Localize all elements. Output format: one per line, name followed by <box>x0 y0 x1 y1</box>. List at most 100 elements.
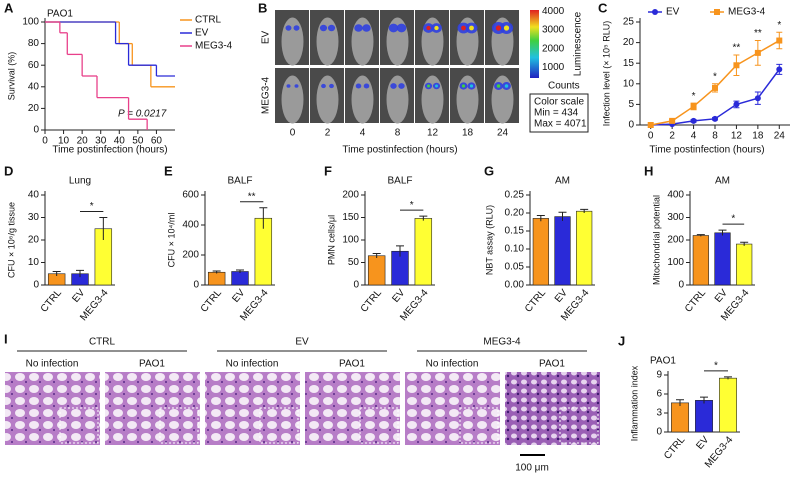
marker <box>669 117 676 124</box>
condition-label: PAO1 <box>539 359 565 370</box>
error-bar <box>740 241 749 246</box>
y-tick-label: 0 <box>33 125 39 136</box>
scale-box-text: Min = 434 <box>534 108 579 119</box>
y-tick-label: 200 <box>667 235 684 246</box>
signal-hot <box>426 25 431 31</box>
y-tick-label: 20 <box>623 37 635 48</box>
y-axis-label: CFU × 10⁴/ml <box>166 213 176 268</box>
mouse-body <box>281 75 304 124</box>
x-axis-label: Time postinfection (hours) <box>342 145 457 156</box>
signal <box>286 84 291 88</box>
marker <box>690 117 697 124</box>
marker <box>733 62 740 69</box>
y-tick-label: 25 <box>623 17 635 28</box>
marker <box>712 115 718 122</box>
x-tick-label: 0 <box>42 136 48 147</box>
condition-label: No infection <box>426 359 479 370</box>
marker <box>712 84 718 91</box>
y-axis-label: Mitochondrial potential <box>651 195 661 285</box>
error-bar <box>580 208 589 213</box>
colorbar-tick-label: 1000 <box>542 62 565 73</box>
x-tick-label: 18 <box>752 131 764 142</box>
signal-hot <box>503 25 510 31</box>
bar <box>554 216 571 286</box>
error-bar <box>536 215 545 222</box>
x-tick-label: EV <box>713 287 730 305</box>
inset <box>559 407 599 444</box>
error-bar <box>558 211 567 221</box>
x-tick-label: 12 <box>731 131 743 142</box>
error-bar <box>76 269 84 278</box>
annotation: P = 0.0217 <box>118 109 167 120</box>
x-tick-label: 8 <box>395 128 401 139</box>
signal-hot <box>496 84 501 88</box>
mouse-body <box>351 17 374 66</box>
mouse-body <box>316 17 339 66</box>
chart-title: PAO1 <box>47 9 73 20</box>
y-tick-label: 10 <box>623 78 635 89</box>
x-tick-label: CTRL <box>199 287 224 314</box>
signal <box>327 24 336 32</box>
x-tick-label: CTRL <box>39 287 64 314</box>
panel-letter: F <box>324 163 332 178</box>
y-tick-label: 0.00 <box>505 280 525 291</box>
panel-letter: A <box>4 0 14 15</box>
signal-hot <box>495 25 502 31</box>
bar <box>736 243 753 286</box>
x-tick-label: EV <box>70 287 87 305</box>
x-tick-label: EV <box>553 287 570 305</box>
x-tick-label: EV <box>230 287 247 305</box>
y-tick-label: 200 <box>342 190 359 201</box>
x-axis-label: Time postinfection (hours) <box>649 145 764 156</box>
colorbar-title: Luminescence <box>573 11 584 76</box>
significance: * <box>714 361 718 372</box>
y-axis-label: CFU × 10⁶/g tissue <box>6 202 16 278</box>
y-tick-label: 0 <box>678 280 684 291</box>
condition-label: No infection <box>26 359 79 370</box>
marker <box>776 66 783 73</box>
significance: * <box>731 214 735 225</box>
mouse-body <box>386 17 409 66</box>
panel-letter: C <box>598 0 608 15</box>
panel-letter: H <box>644 163 653 178</box>
y-tick-label: 10 <box>28 257 40 268</box>
y-tick-label: 0.25 <box>505 190 525 201</box>
y-tick-label: 5 <box>628 99 634 110</box>
y-tick-label: 30 <box>28 212 40 223</box>
bar <box>414 218 433 286</box>
marker <box>647 122 654 128</box>
chart-title: AM <box>715 176 730 187</box>
bar <box>719 377 737 433</box>
colorbar-tick-label: 3000 <box>542 25 565 36</box>
y-tick-label: 100 <box>22 17 39 28</box>
error-bar <box>724 376 732 380</box>
x-tick-label: CTRL <box>359 287 384 314</box>
x-tick-label: 4 <box>691 131 697 142</box>
x-tick-label: 2 <box>325 128 331 139</box>
x-tick-label: 50 <box>132 136 144 147</box>
chart-title: BALF <box>387 176 412 187</box>
mouse-body <box>491 75 514 124</box>
panel-letter: I <box>4 331 8 346</box>
group-label: CTRL <box>89 337 116 348</box>
inset <box>59 407 99 444</box>
chart-title: Lung <box>69 176 91 187</box>
x-tick-label: CTRL <box>683 287 708 314</box>
y-tick-label: 300 <box>667 212 684 223</box>
row-label: EV <box>261 31 272 45</box>
bar <box>714 232 731 286</box>
x-axis-label: Time postinfection (hours) <box>52 145 167 156</box>
legend-label: CTRL <box>195 15 222 26</box>
y-tick-label: 100 <box>667 257 684 268</box>
signal-hot <box>434 25 439 31</box>
group-label: EV <box>295 337 309 348</box>
error-bar <box>676 399 684 407</box>
x-tick-label: 4 <box>360 128 366 139</box>
x-tick-label: 60 <box>151 136 163 147</box>
bar <box>231 271 249 286</box>
x-tick-label: 12 <box>427 128 439 139</box>
colorbar-tick-label: 2000 <box>542 43 565 54</box>
y-tick-label: 0.05 <box>505 262 525 273</box>
bar <box>367 255 386 286</box>
inset <box>459 407 499 444</box>
